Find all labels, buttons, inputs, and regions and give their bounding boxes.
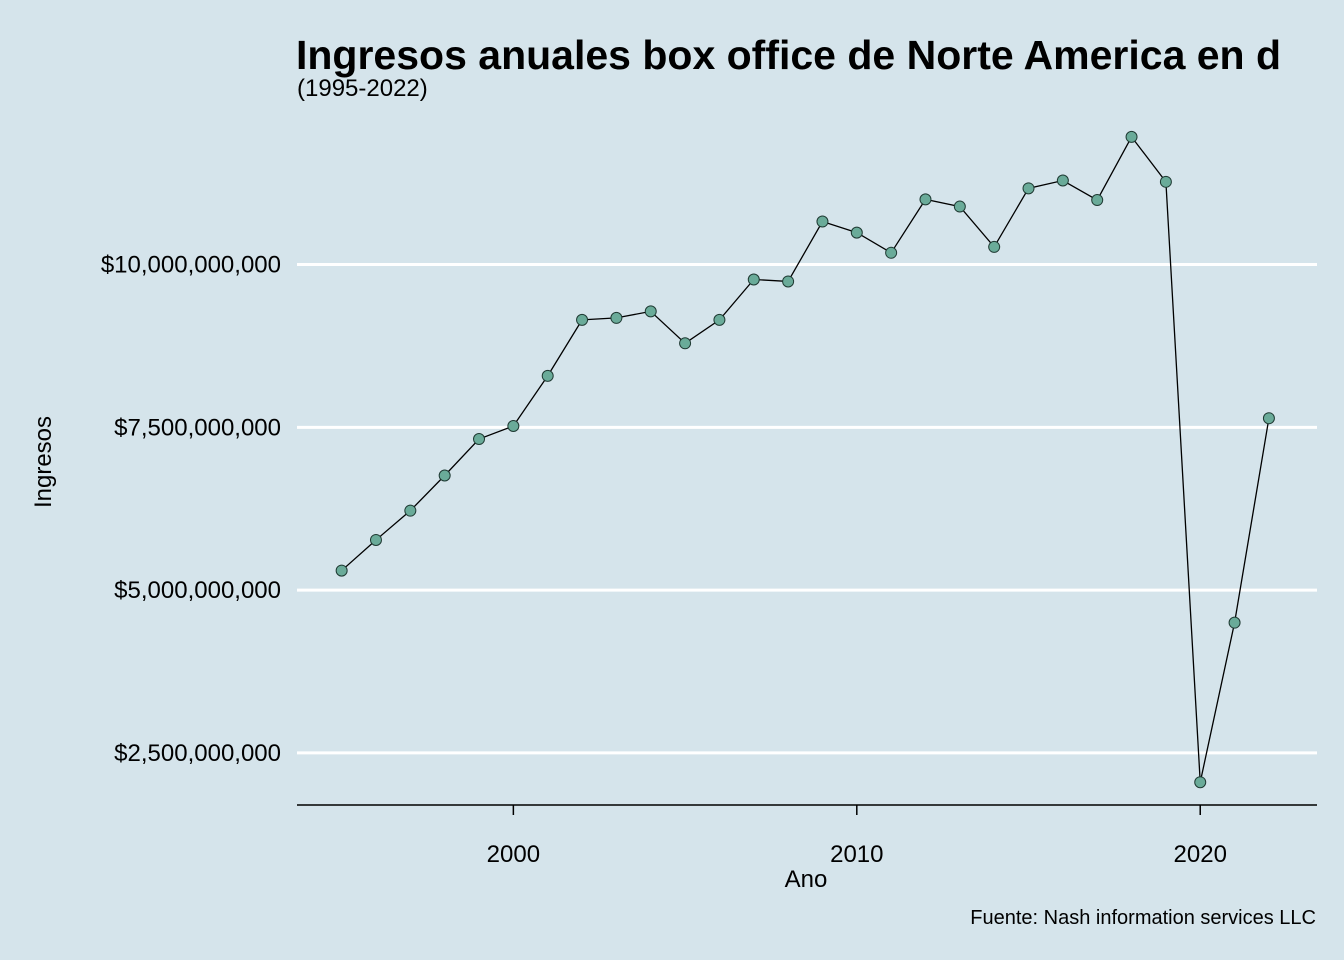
data-point	[816, 215, 829, 228]
data-points	[335, 130, 1275, 789]
data-point	[473, 433, 486, 446]
data-point	[1022, 182, 1035, 195]
data-point	[988, 240, 1001, 253]
data-point	[1091, 194, 1104, 207]
axes: $2,500,000,000 $5,000,000,000 $7,500,000,0…	[101, 252, 1317, 868]
y-axis-title: Ingresos	[30, 416, 57, 508]
data-point	[438, 469, 451, 482]
data-point	[1056, 174, 1069, 187]
data-point	[782, 275, 795, 288]
data-point	[541, 369, 554, 382]
x-tick-label: 2010	[830, 841, 883, 868]
x-tick-label: 2000	[487, 841, 540, 868]
series-line	[341, 135, 1270, 783]
data-point	[713, 313, 726, 326]
gridlines	[297, 263, 1317, 755]
data-point	[1125, 130, 1138, 143]
data-point	[1262, 412, 1275, 425]
y-tick-label: $10,000,000,000	[101, 252, 281, 279]
data-point	[747, 273, 760, 286]
y-tick-label: $5,000,000,000	[114, 577, 281, 604]
data-point	[679, 337, 692, 350]
data-point	[1194, 776, 1207, 789]
data-point	[507, 420, 520, 433]
x-tick-label: 2020	[1174, 841, 1227, 868]
y-tick-label: $7,500,000,000	[114, 414, 281, 441]
data-point	[1228, 616, 1241, 629]
data-point	[850, 226, 863, 239]
data-point	[919, 193, 932, 206]
data-point	[885, 246, 898, 259]
data-point	[576, 313, 589, 326]
y-tick-label: $2,500,000,000	[114, 740, 281, 767]
x-axis-title: Ano	[785, 866, 828, 893]
data-point	[335, 564, 348, 577]
data-point	[610, 311, 623, 324]
series-line-layer	[341, 135, 1270, 783]
chart-caption: Fuente: Nash information services LLC	[970, 907, 1316, 929]
data-point	[1159, 175, 1172, 188]
data-point	[644, 305, 657, 318]
chart-subtitle: (1995-2022)	[297, 75, 428, 102]
data-point	[369, 533, 382, 546]
chart-title: Ingresos anuales box office de Norte Ame…	[296, 32, 1281, 78]
data-point	[404, 504, 417, 517]
data-point	[953, 200, 966, 213]
